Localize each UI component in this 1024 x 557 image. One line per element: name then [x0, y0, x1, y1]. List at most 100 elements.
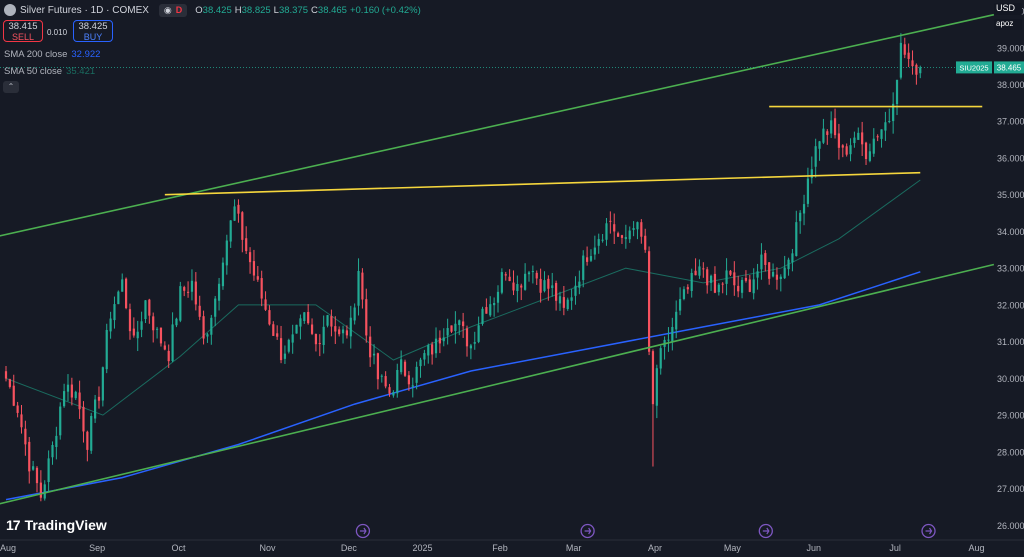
candle-body: [458, 320, 461, 326]
sell-price: 38.415: [8, 21, 38, 32]
candle-body: [314, 333, 318, 345]
candle-body: [70, 384, 73, 398]
y-tick-label: 32.000: [997, 300, 1024, 310]
candle-body: [721, 283, 724, 285]
candle-body: [357, 270, 360, 306]
candle-body: [737, 285, 740, 292]
last-price-tag: [994, 61, 1024, 74]
x-tick-label: Dec: [341, 543, 358, 553]
symbol-tag-text: SIU2025: [959, 63, 988, 72]
candle-body: [698, 266, 701, 276]
candle-body: [24, 428, 27, 445]
candle-body: [605, 223, 608, 240]
candle-body: [481, 308, 484, 324]
y-tick-label: 28.000: [997, 447, 1024, 457]
candle-body: [783, 267, 786, 279]
candle-body: [310, 324, 314, 334]
ohlc-key: C: [311, 4, 318, 16]
candle-body: [365, 299, 368, 336]
candle-body: [787, 259, 790, 270]
x-tick-label: Aug: [0, 543, 16, 553]
sma200-line: [5, 271, 921, 501]
chart-header: Silver Futures · 1D · COMEX ◉ D O38.425 H…: [4, 3, 424, 17]
candle-body: [446, 328, 449, 336]
ohlc-value: 38.825: [241, 4, 271, 16]
candle-body: [558, 296, 562, 304]
x-tick-label: Sep: [89, 543, 105, 553]
candle-body: [833, 118, 837, 136]
candle-body: [768, 262, 771, 279]
candle-body: [667, 339, 670, 341]
candle-body: [682, 289, 686, 299]
candle-body: [423, 353, 426, 360]
tradingview-logo[interactable]: 17 TradingView: [6, 517, 107, 533]
candle-body: [63, 391, 66, 407]
currency-selector[interactable]: USD: [994, 3, 1022, 15]
candle-body: [907, 52, 910, 59]
candle-body: [229, 220, 232, 242]
candle-body: [547, 278, 550, 289]
candle-body: [66, 384, 70, 392]
candle-body: [326, 315, 329, 326]
candle-body: [28, 441, 31, 472]
x-tick-label: 2025: [413, 543, 433, 553]
indicator-sma50[interactable]: SMA 50 close 35.421: [4, 66, 95, 77]
sell-button[interactable]: 38.415 SELL: [3, 20, 43, 42]
candle-body: [341, 329, 345, 334]
symbol-tag: [956, 61, 992, 74]
candle-body: [702, 268, 705, 270]
y-tick-label: 37.000: [997, 117, 1024, 127]
indicator-sma200[interactable]: SMA 200 close 32.922: [4, 49, 100, 60]
candle-body: [651, 351, 655, 405]
tv-logo-icon: 17: [6, 517, 21, 533]
candle-body: [675, 311, 678, 330]
candle-body: [837, 133, 841, 148]
candle-body: [826, 131, 829, 135]
candle-body: [59, 406, 62, 436]
candle-body: [334, 326, 337, 332]
candle-body: [574, 285, 577, 296]
buy-label: BUY: [83, 32, 103, 42]
trendline: [0, 13, 995, 237]
candle-body: [330, 316, 333, 327]
visibility-toggle[interactable]: ◉ D: [158, 3, 188, 17]
buy-button[interactable]: 38.425 BUY: [73, 20, 113, 42]
candle-body: [895, 79, 899, 105]
candle-body: [706, 269, 709, 286]
candle-body: [427, 345, 430, 356]
candle-body: [593, 247, 596, 255]
candle-body: [752, 279, 755, 294]
candle-body: [318, 343, 321, 345]
symbol-title[interactable]: Silver Futures · 1D · COMEX: [20, 4, 149, 16]
candle-body: [512, 282, 515, 291]
candle-body: [124, 278, 128, 309]
candle-body: [531, 271, 534, 273]
candle-body: [279, 338, 283, 361]
y-tick-label: 39.000: [997, 43, 1024, 53]
candle-body: [628, 230, 631, 240]
y-tick-label: 38.000: [997, 80, 1024, 90]
candle-body: [760, 254, 763, 270]
candle-body: [620, 235, 624, 238]
candle-body: [260, 278, 263, 299]
price-scale-panel: [990, 0, 1024, 557]
scale-mode[interactable]: apoz: [994, 19, 1022, 30]
candle-body: [186, 291, 190, 293]
candle-body: [4, 371, 8, 379]
event-marker-icon: [580, 523, 595, 539]
candle-body: [473, 342, 476, 344]
candle-body: [647, 251, 651, 352]
candle-body: [566, 299, 569, 310]
indicator-value: 32.922: [71, 49, 101, 60]
event-marker-icon: [758, 523, 773, 539]
candle-body: [403, 361, 407, 376]
last-price-text: 38.465: [997, 63, 1022, 72]
candle-body: [686, 287, 689, 290]
candle-body: [632, 228, 635, 230]
ohlc-key: H: [234, 4, 242, 16]
candle-body: [392, 392, 395, 396]
candle-body: [841, 145, 844, 148]
candle-body: [396, 369, 399, 394]
collapse-indicators-button[interactable]: ⌃: [3, 81, 19, 93]
